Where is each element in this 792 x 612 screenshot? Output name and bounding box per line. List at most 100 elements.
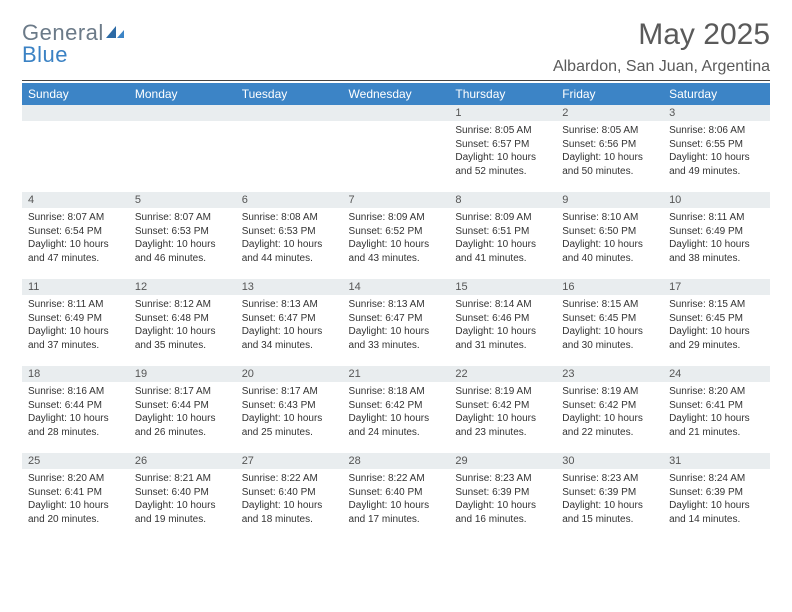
day-body: Sunrise: 8:17 AMSunset: 6:44 PMDaylight:… (129, 382, 236, 453)
sunset-text: Sunset: 6:42 PM (349, 399, 444, 413)
calendar-cell: 13Sunrise: 8:13 AMSunset: 6:47 PMDayligh… (236, 279, 343, 366)
sunrise-text: Sunrise: 8:16 AM (28, 385, 123, 399)
day-number: 14 (343, 279, 450, 295)
sunrise-text: Sunrise: 8:15 AM (562, 298, 657, 312)
sunset-text: Sunset: 6:53 PM (242, 225, 337, 239)
col-thu: Thursday (449, 83, 556, 105)
day-body: Sunrise: 8:19 AMSunset: 6:42 PMDaylight:… (556, 382, 663, 453)
brand-logo: General Blue (22, 18, 126, 66)
daylight-text: Daylight: 10 hours and 24 minutes. (349, 412, 444, 439)
col-wed: Wednesday (343, 83, 450, 105)
sunrise-text: Sunrise: 8:13 AM (349, 298, 444, 312)
sunrise-text: Sunrise: 8:22 AM (242, 472, 337, 486)
day-body: Sunrise: 8:08 AMSunset: 6:53 PMDaylight:… (236, 208, 343, 279)
calendar-cell: 12Sunrise: 8:12 AMSunset: 6:48 PMDayligh… (129, 279, 236, 366)
day-body: Sunrise: 8:10 AMSunset: 6:50 PMDaylight:… (556, 208, 663, 279)
calendar-cell: 7Sunrise: 8:09 AMSunset: 6:52 PMDaylight… (343, 192, 450, 279)
day-number: 2 (556, 105, 663, 121)
sunset-text: Sunset: 6:40 PM (349, 486, 444, 500)
sunset-text: Sunset: 6:45 PM (669, 312, 764, 326)
calendar-cell: 28Sunrise: 8:22 AMSunset: 6:40 PMDayligh… (343, 453, 450, 540)
day-body: Sunrise: 8:15 AMSunset: 6:45 PMDaylight:… (663, 295, 770, 366)
day-body: Sunrise: 8:07 AMSunset: 6:54 PMDaylight:… (22, 208, 129, 279)
sunset-text: Sunset: 6:39 PM (455, 486, 550, 500)
daylight-text: Daylight: 10 hours and 14 minutes. (669, 499, 764, 526)
calendar-cell (22, 105, 129, 192)
calendar-cell: 30Sunrise: 8:23 AMSunset: 6:39 PMDayligh… (556, 453, 663, 540)
day-number: 15 (449, 279, 556, 295)
calendar-table: Sunday Monday Tuesday Wednesday Thursday… (22, 83, 770, 540)
day-number: 26 (129, 453, 236, 469)
daylight-text: Daylight: 10 hours and 18 minutes. (242, 499, 337, 526)
month-title: May 2025 (553, 18, 770, 52)
daylight-text: Daylight: 10 hours and 49 minutes. (669, 151, 764, 178)
day-body: Sunrise: 8:11 AMSunset: 6:49 PMDaylight:… (663, 208, 770, 279)
day-number: 31 (663, 453, 770, 469)
day-number: 6 (236, 192, 343, 208)
day-body: Sunrise: 8:23 AMSunset: 6:39 PMDaylight:… (449, 469, 556, 540)
calendar-week: 25Sunrise: 8:20 AMSunset: 6:41 PMDayligh… (22, 453, 770, 540)
day-number: 7 (343, 192, 450, 208)
sunrise-text: Sunrise: 8:06 AM (669, 124, 764, 138)
calendar-cell: 17Sunrise: 8:15 AMSunset: 6:45 PMDayligh… (663, 279, 770, 366)
col-mon: Monday (129, 83, 236, 105)
daylight-text: Daylight: 10 hours and 19 minutes. (135, 499, 230, 526)
sunrise-text: Sunrise: 8:14 AM (455, 298, 550, 312)
day-number: 22 (449, 366, 556, 382)
sunrise-text: Sunrise: 8:20 AM (28, 472, 123, 486)
day-number: 18 (22, 366, 129, 382)
sunset-text: Sunset: 6:49 PM (669, 225, 764, 239)
daylight-text: Daylight: 10 hours and 26 minutes. (135, 412, 230, 439)
col-sat: Saturday (663, 83, 770, 105)
sunrise-text: Sunrise: 8:19 AM (562, 385, 657, 399)
sunrise-text: Sunrise: 8:21 AM (135, 472, 230, 486)
calendar-cell: 16Sunrise: 8:15 AMSunset: 6:45 PMDayligh… (556, 279, 663, 366)
sunset-text: Sunset: 6:41 PM (669, 399, 764, 413)
sunset-text: Sunset: 6:53 PM (135, 225, 230, 239)
day-body: Sunrise: 8:18 AMSunset: 6:42 PMDaylight:… (343, 382, 450, 453)
calendar-cell (343, 105, 450, 192)
day-body: Sunrise: 8:21 AMSunset: 6:40 PMDaylight:… (129, 469, 236, 540)
day-body: Sunrise: 8:20 AMSunset: 6:41 PMDaylight:… (22, 469, 129, 540)
daylight-text: Daylight: 10 hours and 31 minutes. (455, 325, 550, 352)
sunrise-text: Sunrise: 8:05 AM (562, 124, 657, 138)
sunrise-text: Sunrise: 8:08 AM (242, 211, 337, 225)
sunset-text: Sunset: 6:40 PM (242, 486, 337, 500)
calendar-cell: 10Sunrise: 8:11 AMSunset: 6:49 PMDayligh… (663, 192, 770, 279)
sunset-text: Sunset: 6:52 PM (349, 225, 444, 239)
day-number: 21 (343, 366, 450, 382)
daylight-text: Daylight: 10 hours and 34 minutes. (242, 325, 337, 352)
sunset-text: Sunset: 6:42 PM (455, 399, 550, 413)
daylight-text: Daylight: 10 hours and 44 minutes. (242, 238, 337, 265)
sunrise-text: Sunrise: 8:17 AM (135, 385, 230, 399)
day-body: Sunrise: 8:07 AMSunset: 6:53 PMDaylight:… (129, 208, 236, 279)
day-body: Sunrise: 8:09 AMSunset: 6:52 PMDaylight:… (343, 208, 450, 279)
day-number: 5 (129, 192, 236, 208)
day-number: 30 (556, 453, 663, 469)
sunset-text: Sunset: 6:47 PM (242, 312, 337, 326)
calendar-week: 4Sunrise: 8:07 AMSunset: 6:54 PMDaylight… (22, 192, 770, 279)
calendar-cell: 1Sunrise: 8:05 AMSunset: 6:57 PMDaylight… (449, 105, 556, 192)
day-body: Sunrise: 8:05 AMSunset: 6:57 PMDaylight:… (449, 121, 556, 192)
daylight-text: Daylight: 10 hours and 43 minutes. (349, 238, 444, 265)
day-body: Sunrise: 8:13 AMSunset: 6:47 PMDaylight:… (236, 295, 343, 366)
day-body: Sunrise: 8:13 AMSunset: 6:47 PMDaylight:… (343, 295, 450, 366)
daylight-text: Daylight: 10 hours and 23 minutes. (455, 412, 550, 439)
sunrise-text: Sunrise: 8:09 AM (349, 211, 444, 225)
day-body: Sunrise: 8:22 AMSunset: 6:40 PMDaylight:… (343, 469, 450, 540)
day-number: 11 (22, 279, 129, 295)
calendar-cell: 11Sunrise: 8:11 AMSunset: 6:49 PMDayligh… (22, 279, 129, 366)
daylight-text: Daylight: 10 hours and 37 minutes. (28, 325, 123, 352)
sunset-text: Sunset: 6:45 PM (562, 312, 657, 326)
day-body: Sunrise: 8:09 AMSunset: 6:51 PMDaylight:… (449, 208, 556, 279)
day-number: 10 (663, 192, 770, 208)
day-number (129, 105, 236, 121)
calendar-cell: 25Sunrise: 8:20 AMSunset: 6:41 PMDayligh… (22, 453, 129, 540)
sunrise-text: Sunrise: 8:12 AM (135, 298, 230, 312)
day-number: 27 (236, 453, 343, 469)
sunset-text: Sunset: 6:39 PM (669, 486, 764, 500)
divider (22, 80, 770, 81)
calendar-cell: 6Sunrise: 8:08 AMSunset: 6:53 PMDaylight… (236, 192, 343, 279)
sunset-text: Sunset: 6:43 PM (242, 399, 337, 413)
location-subtitle: Albardon, San Juan, Argentina (553, 58, 770, 76)
